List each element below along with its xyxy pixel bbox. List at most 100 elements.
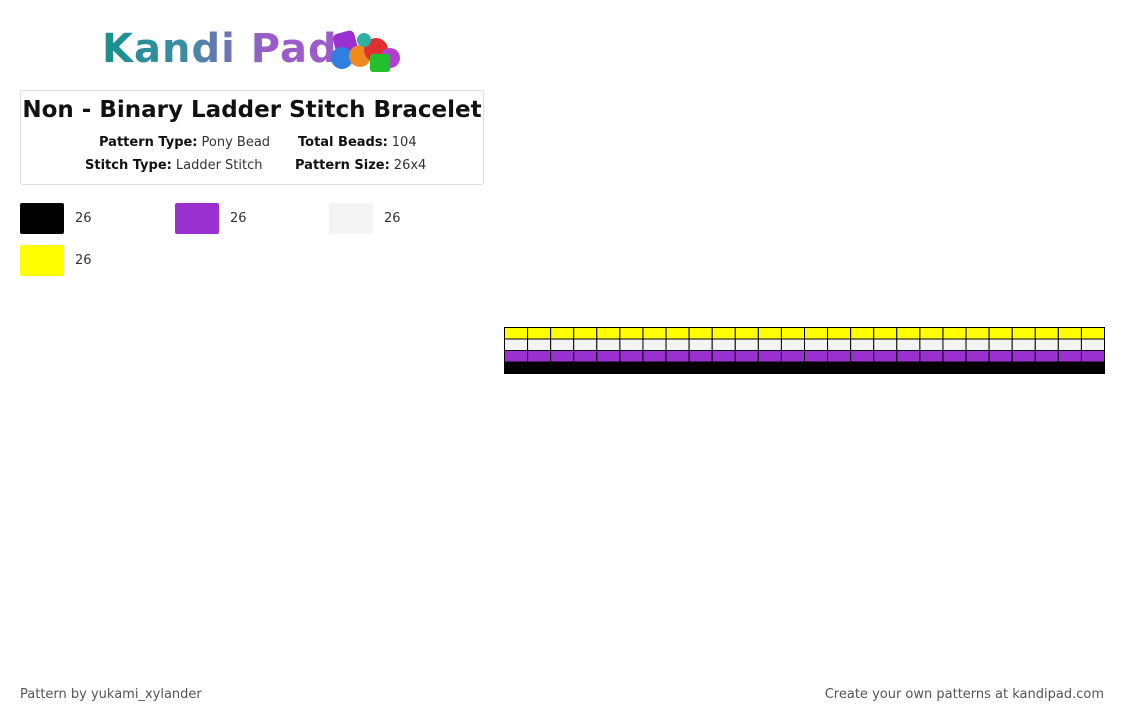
bead: [711, 338, 736, 351]
bead: [965, 327, 990, 340]
bead: [1057, 327, 1082, 340]
bead: [711, 350, 736, 363]
logo-icon: [331, 30, 400, 72]
bead: [780, 338, 805, 351]
bead: [780, 327, 805, 340]
bead: [850, 338, 875, 351]
color-swatch: [175, 203, 219, 234]
bead: [734, 338, 759, 351]
bead: [1011, 327, 1036, 340]
bead: [965, 361, 990, 374]
bead: [804, 338, 829, 351]
bead: [688, 361, 713, 374]
bead: [527, 327, 552, 340]
bead: [1011, 350, 1036, 363]
bead: [504, 350, 529, 363]
bead: [550, 327, 575, 340]
bead: [665, 327, 690, 340]
bead: [757, 327, 782, 340]
bead: [550, 361, 575, 374]
logo[interactable]: Kandi Pad: [102, 26, 338, 72]
color-count: 26: [230, 211, 247, 226]
bead: [688, 350, 713, 363]
bead: [665, 350, 690, 363]
bead: [734, 350, 759, 363]
bead: [965, 338, 990, 351]
bead: [896, 327, 921, 340]
bead: [573, 338, 598, 351]
bead: [827, 338, 852, 351]
bead: [688, 327, 713, 340]
bead: [919, 338, 944, 351]
info: Pattern Size: 26x4: [295, 158, 426, 173]
bead: [873, 327, 898, 340]
info-value: 104: [391, 135, 417, 150]
bead: [1034, 361, 1059, 374]
title: Non - Binary Ladder Stitch Bracelet: [22, 97, 482, 123]
bead: [988, 338, 1013, 351]
color-swatch: [329, 203, 373, 234]
bead: [942, 338, 967, 351]
bead: [804, 350, 829, 363]
bead: [1057, 350, 1082, 363]
info-value: Pony Bead: [201, 135, 271, 150]
bead: [619, 338, 644, 351]
bead: [827, 350, 852, 363]
bead: [850, 361, 875, 374]
info-label: Stitch Type:: [85, 158, 172, 173]
bead: [757, 361, 782, 374]
bead: [573, 361, 598, 374]
info-label: Pattern Type:: [99, 135, 198, 150]
bead: [850, 350, 875, 363]
bead: [896, 338, 921, 351]
bead: [504, 361, 529, 374]
bead: [780, 350, 805, 363]
bead: [504, 327, 529, 340]
bead: [757, 350, 782, 363]
color-swatch: [20, 203, 64, 234]
bead: [642, 338, 667, 351]
bead: [1034, 327, 1059, 340]
bead: [896, 350, 921, 363]
bead: [1080, 327, 1105, 340]
bead: [711, 327, 736, 340]
color-count: 26: [384, 211, 401, 226]
bead: [942, 350, 967, 363]
info-value: Ladder Stitch: [175, 158, 263, 173]
bead: [504, 338, 529, 351]
bead: [1034, 338, 1059, 351]
info: Pattern Type: Pony Bead: [99, 135, 270, 150]
bead: [1057, 361, 1082, 374]
bead: [1080, 350, 1105, 363]
bead: [827, 361, 852, 374]
bead: [780, 361, 805, 374]
bead: [642, 361, 667, 374]
bead: [596, 327, 621, 340]
bead: [573, 327, 598, 340]
bead: [919, 327, 944, 340]
footer-link[interactable]: Create your own patterns at kandipad.com: [824, 687, 1104, 702]
bead: [734, 361, 759, 374]
bead: [804, 327, 829, 340]
info-label: Pattern Size:: [295, 158, 390, 173]
info-label: Total Beads:: [298, 135, 388, 150]
bead: [642, 327, 667, 340]
bead: [827, 327, 852, 340]
bead: [896, 361, 921, 374]
bead: [988, 350, 1013, 363]
bead: [734, 327, 759, 340]
info-value: 26x4: [393, 158, 427, 173]
info: Stitch Type: Ladder Stitch: [85, 158, 263, 173]
bead: [1034, 350, 1059, 363]
bead: [1011, 338, 1036, 351]
bead: [804, 361, 829, 374]
bead: [711, 361, 736, 374]
bead: [619, 361, 644, 374]
pattern-header: Non - Binary Ladder Stitch Bracelet Patt…: [20, 90, 484, 185]
footer-credit[interactable]: Pattern by yukami_xylander: [20, 687, 202, 702]
bead: [1011, 361, 1036, 374]
bead: [688, 338, 713, 351]
bead: [1080, 361, 1105, 374]
bead: [873, 338, 898, 351]
